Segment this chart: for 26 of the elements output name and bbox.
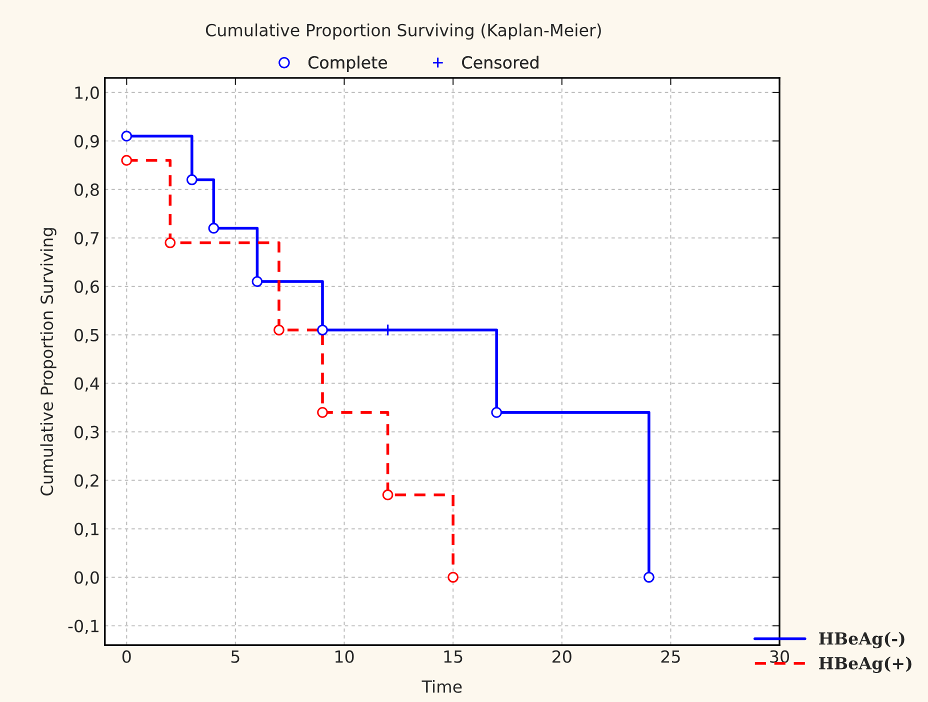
y-tick-label: 0,3 <box>74 426 99 440</box>
y-tick-label: 0,0 <box>74 571 99 586</box>
y-tick-label: 0,8 <box>74 183 99 198</box>
y-tick-label: 0,5 <box>74 328 99 344</box>
y-tick-label: -0,1 <box>68 620 98 634</box>
x-tick-label: 15 <box>444 650 462 663</box>
chart-title: Cumulative Proportion Surviving (Kaplan-Meier) <box>206 24 601 40</box>
x-axis-title: Time <box>422 680 462 693</box>
x-tick-label: 25 <box>661 650 680 663</box>
y-tick-label: 0,9 <box>74 134 99 150</box>
y-axis-title: Cumulative Proportion Surviving <box>40 228 56 496</box>
x-tick-label: 10 <box>335 650 354 663</box>
legend-label: HBeAg(-) <box>819 632 904 648</box>
y-tick-label: 1,0 <box>75 86 99 101</box>
y-tick-label: 0,2 <box>74 474 98 489</box>
y-tick-label: 0,1 <box>74 522 98 538</box>
y-tick-label: 0,4 <box>74 377 100 392</box>
x-tick-label: 5 <box>231 650 240 663</box>
legend-label: Complete <box>308 56 387 72</box>
x-tick-label: 0 <box>122 650 131 663</box>
legend-label: HBeAg(+) <box>819 656 912 673</box>
y-tick-label: 0,6 <box>74 280 99 295</box>
x-tick-label: 20 <box>552 650 572 663</box>
y-tick-label: 0,7 <box>74 232 99 246</box>
legend-label: Censored <box>462 56 538 69</box>
x-tick-label: 30 <box>770 650 790 663</box>
